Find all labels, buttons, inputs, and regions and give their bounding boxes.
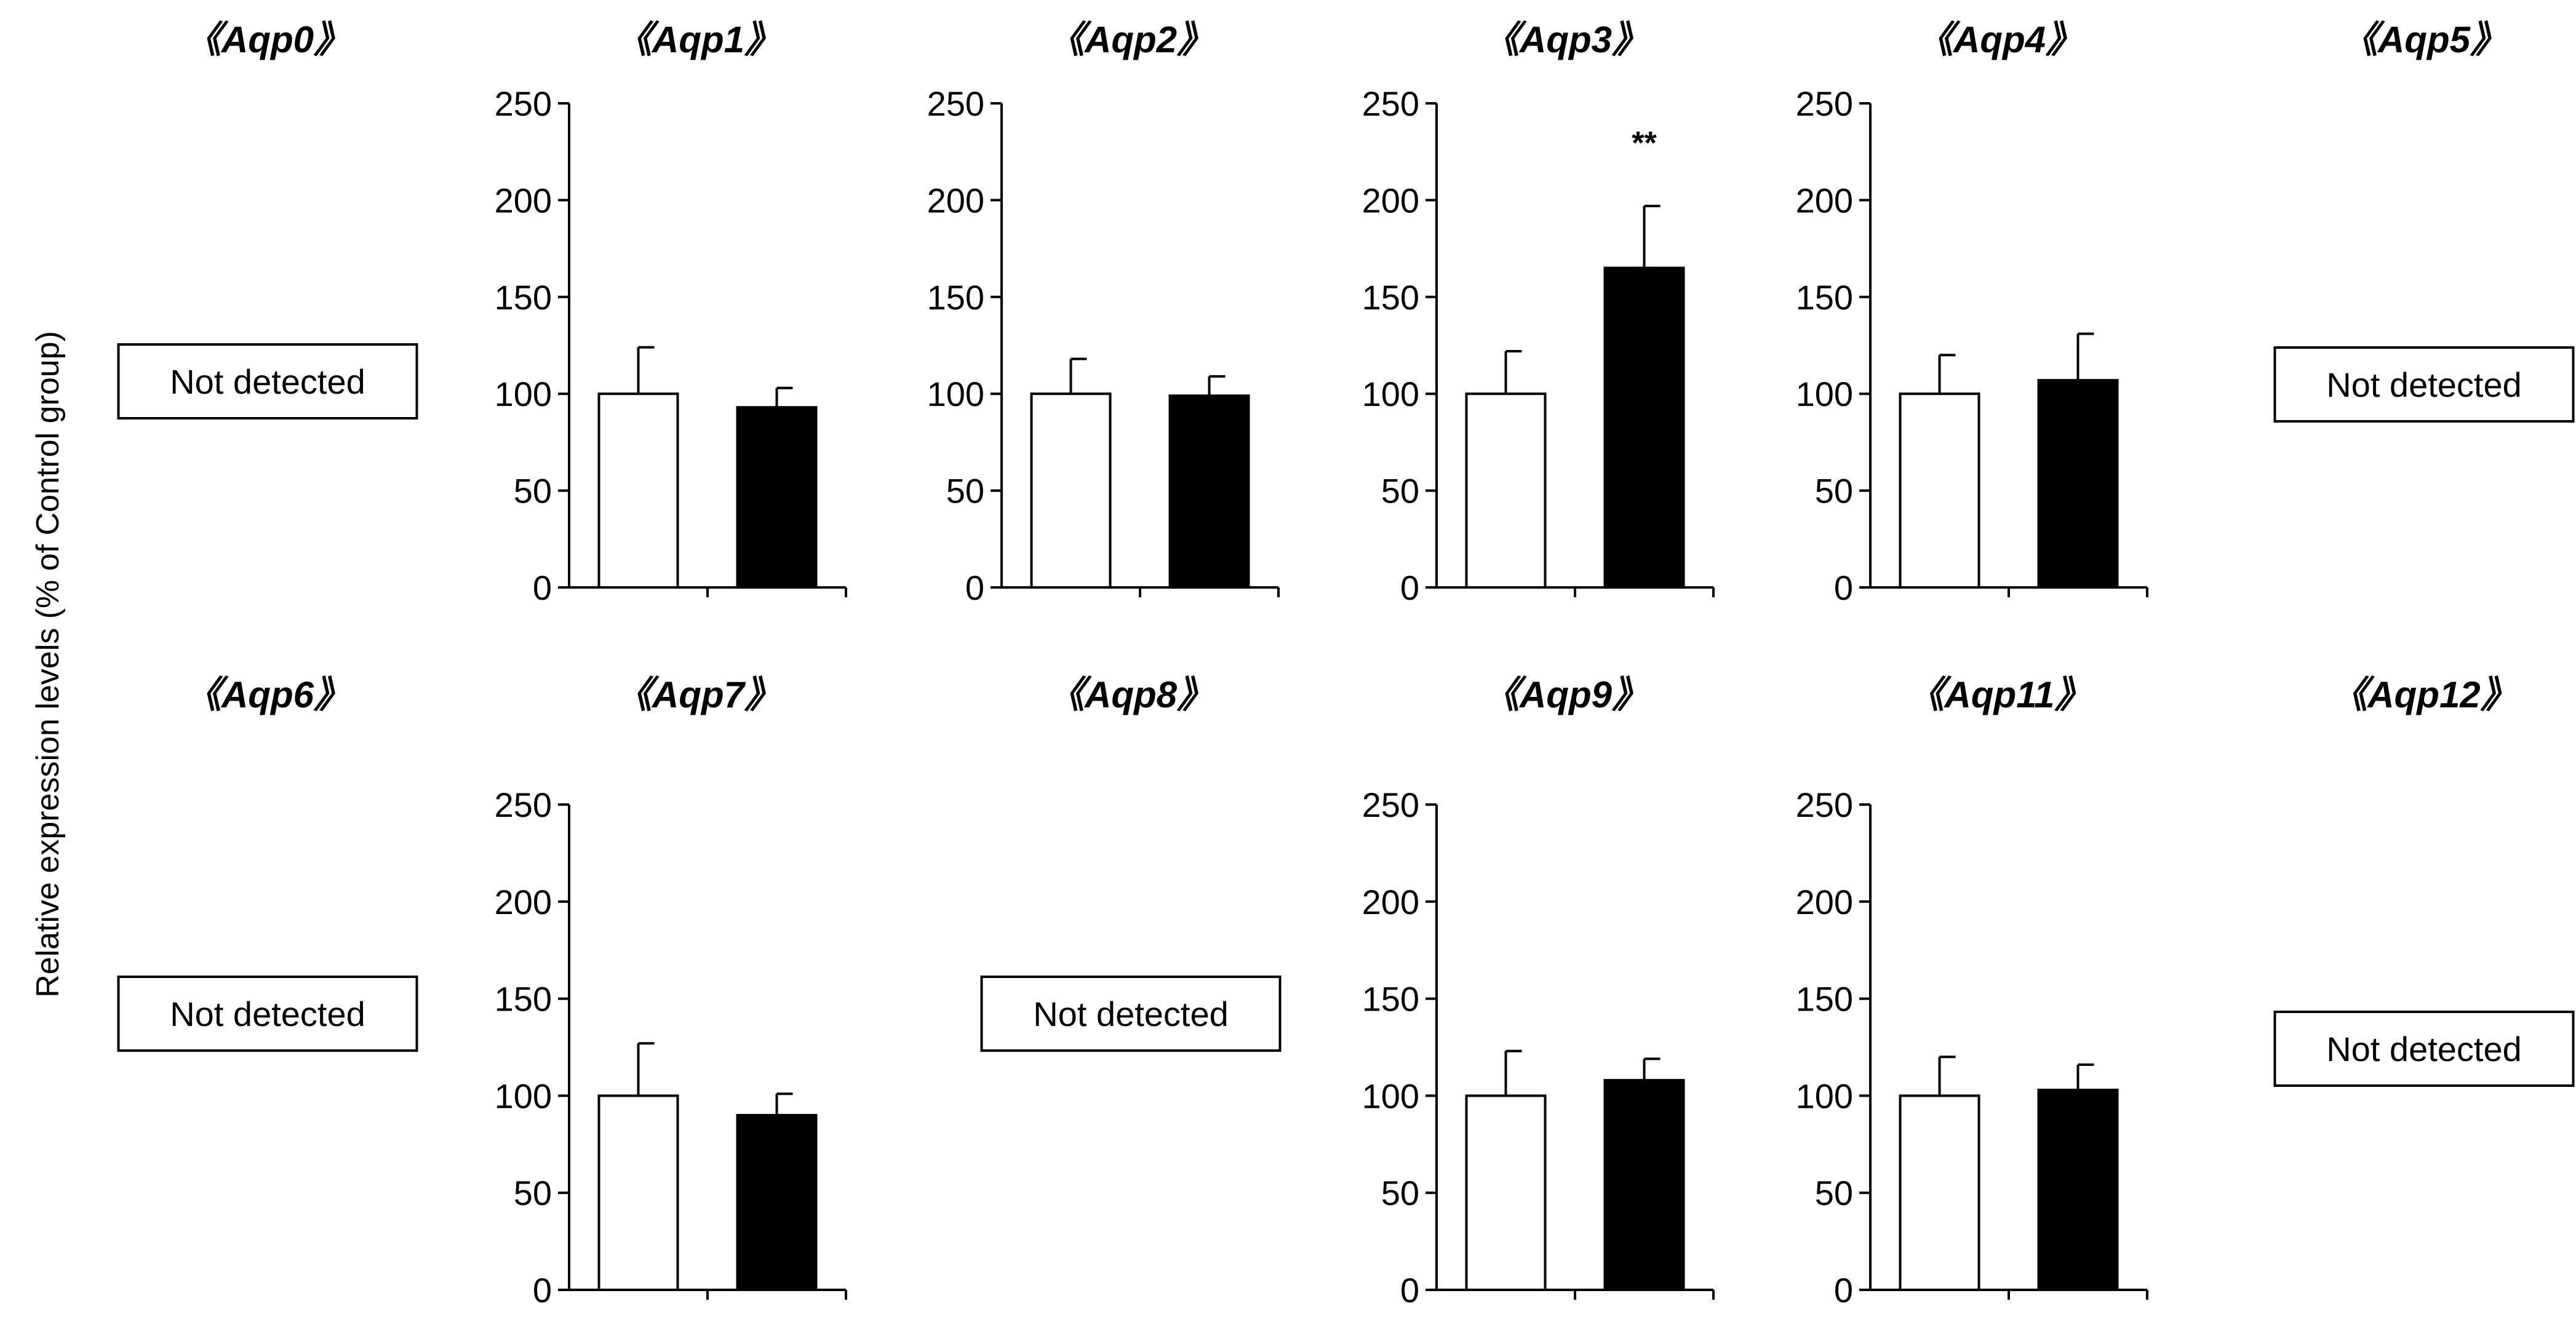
y-tick-label: 50 <box>1381 472 1419 511</box>
y-tick-label: 0 <box>965 568 984 607</box>
bar-treated <box>2037 379 2119 589</box>
panel-title: 《Aqp12》 <box>2331 674 2517 715</box>
bar-treated <box>1603 1079 1685 1291</box>
not-detected-box <box>980 976 1282 1052</box>
y-tick-label: 250 <box>495 785 552 824</box>
significance-mark: ** <box>1632 125 1657 161</box>
y-tick-label: 200 <box>1796 883 1853 921</box>
y-tick-label: 200 <box>1362 883 1419 921</box>
y-tick-label: 0 <box>1834 568 1853 607</box>
y-tick-label: 250 <box>927 84 984 123</box>
bar-chart: 0 50 100 150 200 250 <box>495 84 847 607</box>
y-tick-label: 0 <box>533 568 552 607</box>
panel-title: 《Aqp11》 <box>1908 674 2092 715</box>
y-tick-label: 250 <box>1362 785 1419 824</box>
y-tick-label: 50 <box>1815 472 1853 511</box>
not-detected-label: Not detected <box>170 362 365 401</box>
y-tick-label: 0 <box>1834 1271 1853 1310</box>
bar-control <box>1465 392 1547 589</box>
panel-title: 《Aqp3》 <box>1483 19 1649 60</box>
bar-chart: 0 50 100 150 200 250 <box>1796 785 2148 1310</box>
bar-chart: 0 50 100 150 200 250 <box>1362 785 1715 1310</box>
not-detected-box <box>117 343 418 419</box>
bar-chart: 0 50 100 150 200 250 <box>1796 84 2148 607</box>
bar-treated <box>2037 1088 2119 1291</box>
y-tick-label: 150 <box>927 278 984 317</box>
bar-control <box>1899 392 1980 589</box>
y-tick-label: 150 <box>1362 278 1419 317</box>
y-tick-label: 100 <box>1796 375 1853 413</box>
y-tick-label: 200 <box>1796 181 1853 220</box>
y-tick-label: 100 <box>927 375 984 413</box>
panel-title: 《Aqp5》 <box>2341 19 2507 60</box>
bar-control <box>597 392 679 589</box>
y-tick-label: 100 <box>495 375 552 413</box>
y-tick-label: 50 <box>946 472 984 511</box>
y-tick-label: 50 <box>1815 1174 1853 1212</box>
not-detected-label: Not detected <box>2326 1030 2522 1068</box>
y-tick-label: 200 <box>495 181 552 220</box>
bar-control <box>597 1094 679 1292</box>
panel-title: 《Aqp8》 <box>1048 674 1214 715</box>
y-tick-label: 150 <box>1796 980 1853 1019</box>
bar-treated <box>736 1113 818 1291</box>
bar-treated <box>736 406 818 589</box>
y-tick-label: 0 <box>533 1271 552 1310</box>
panels: 《Aqp0》 Not detected 《Aqp1》 0 50 100 150 200 250 《… <box>117 19 2575 1310</box>
bar-chart: 0 50 100 150 200 250 <box>927 84 1280 607</box>
bar-control <box>1899 1094 1980 1292</box>
y-tick-label: 200 <box>1362 181 1419 220</box>
y-tick-label: 0 <box>1400 1271 1419 1310</box>
not-detected-box <box>2273 1011 2575 1087</box>
not-detected-box <box>117 976 418 1052</box>
y-tick-label: 100 <box>1362 1076 1419 1115</box>
bar-treated <box>1168 394 1250 589</box>
not-detected-label: Not detected <box>1033 995 1229 1033</box>
y-tick-label: 100 <box>495 1076 552 1115</box>
y-axis-label: Relative expression levels (% of Control… <box>30 331 66 998</box>
bar-treated <box>1603 266 1685 589</box>
y-tick-label: 150 <box>495 980 552 1019</box>
y-tick-label: 0 <box>1400 568 1419 607</box>
panel-title: 《Aqp2》 <box>1048 19 1214 60</box>
not-detected-box <box>2273 346 2575 423</box>
y-tick-label: 150 <box>1796 278 1853 317</box>
y-tick-label: 50 <box>1381 1174 1419 1212</box>
bar-chart: 0 50 100 150 200 250 <box>495 785 847 1310</box>
y-tick-label: 50 <box>514 1174 552 1212</box>
y-tick-label: 150 <box>495 278 552 317</box>
y-tick-label: 250 <box>495 84 552 123</box>
y-tick-label: 200 <box>495 883 552 921</box>
panel-title: 《Aqp0》 <box>185 19 351 60</box>
panel-title: 《Aqp6》 <box>185 674 351 715</box>
panel-title: 《Aqp1》 <box>615 19 781 60</box>
y-tick-label: 250 <box>1362 84 1419 123</box>
panel-title: 《Aqp9》 <box>1483 674 1649 715</box>
panel-title: 《Aqp4》 <box>1916 19 2083 60</box>
panel-title: 《Aqp7》 <box>615 674 781 715</box>
y-tick-label: 200 <box>927 181 984 220</box>
y-tick-label: 250 <box>1796 785 1853 824</box>
y-tick-label: 250 <box>1796 84 1853 123</box>
y-tick-label: 150 <box>1362 980 1419 1019</box>
y-tick-label: 100 <box>1796 1076 1853 1115</box>
not-detected-label: Not detected <box>170 995 365 1033</box>
y-tick-label: 50 <box>514 472 552 511</box>
y-tick-label: 100 <box>1362 375 1419 413</box>
bar-control <box>1465 1094 1547 1292</box>
bar-chart: 0 50 100 150 200 250 ** <box>1362 84 1715 607</box>
bar-control <box>1030 392 1112 589</box>
not-detected-label: Not detected <box>2326 365 2522 404</box>
